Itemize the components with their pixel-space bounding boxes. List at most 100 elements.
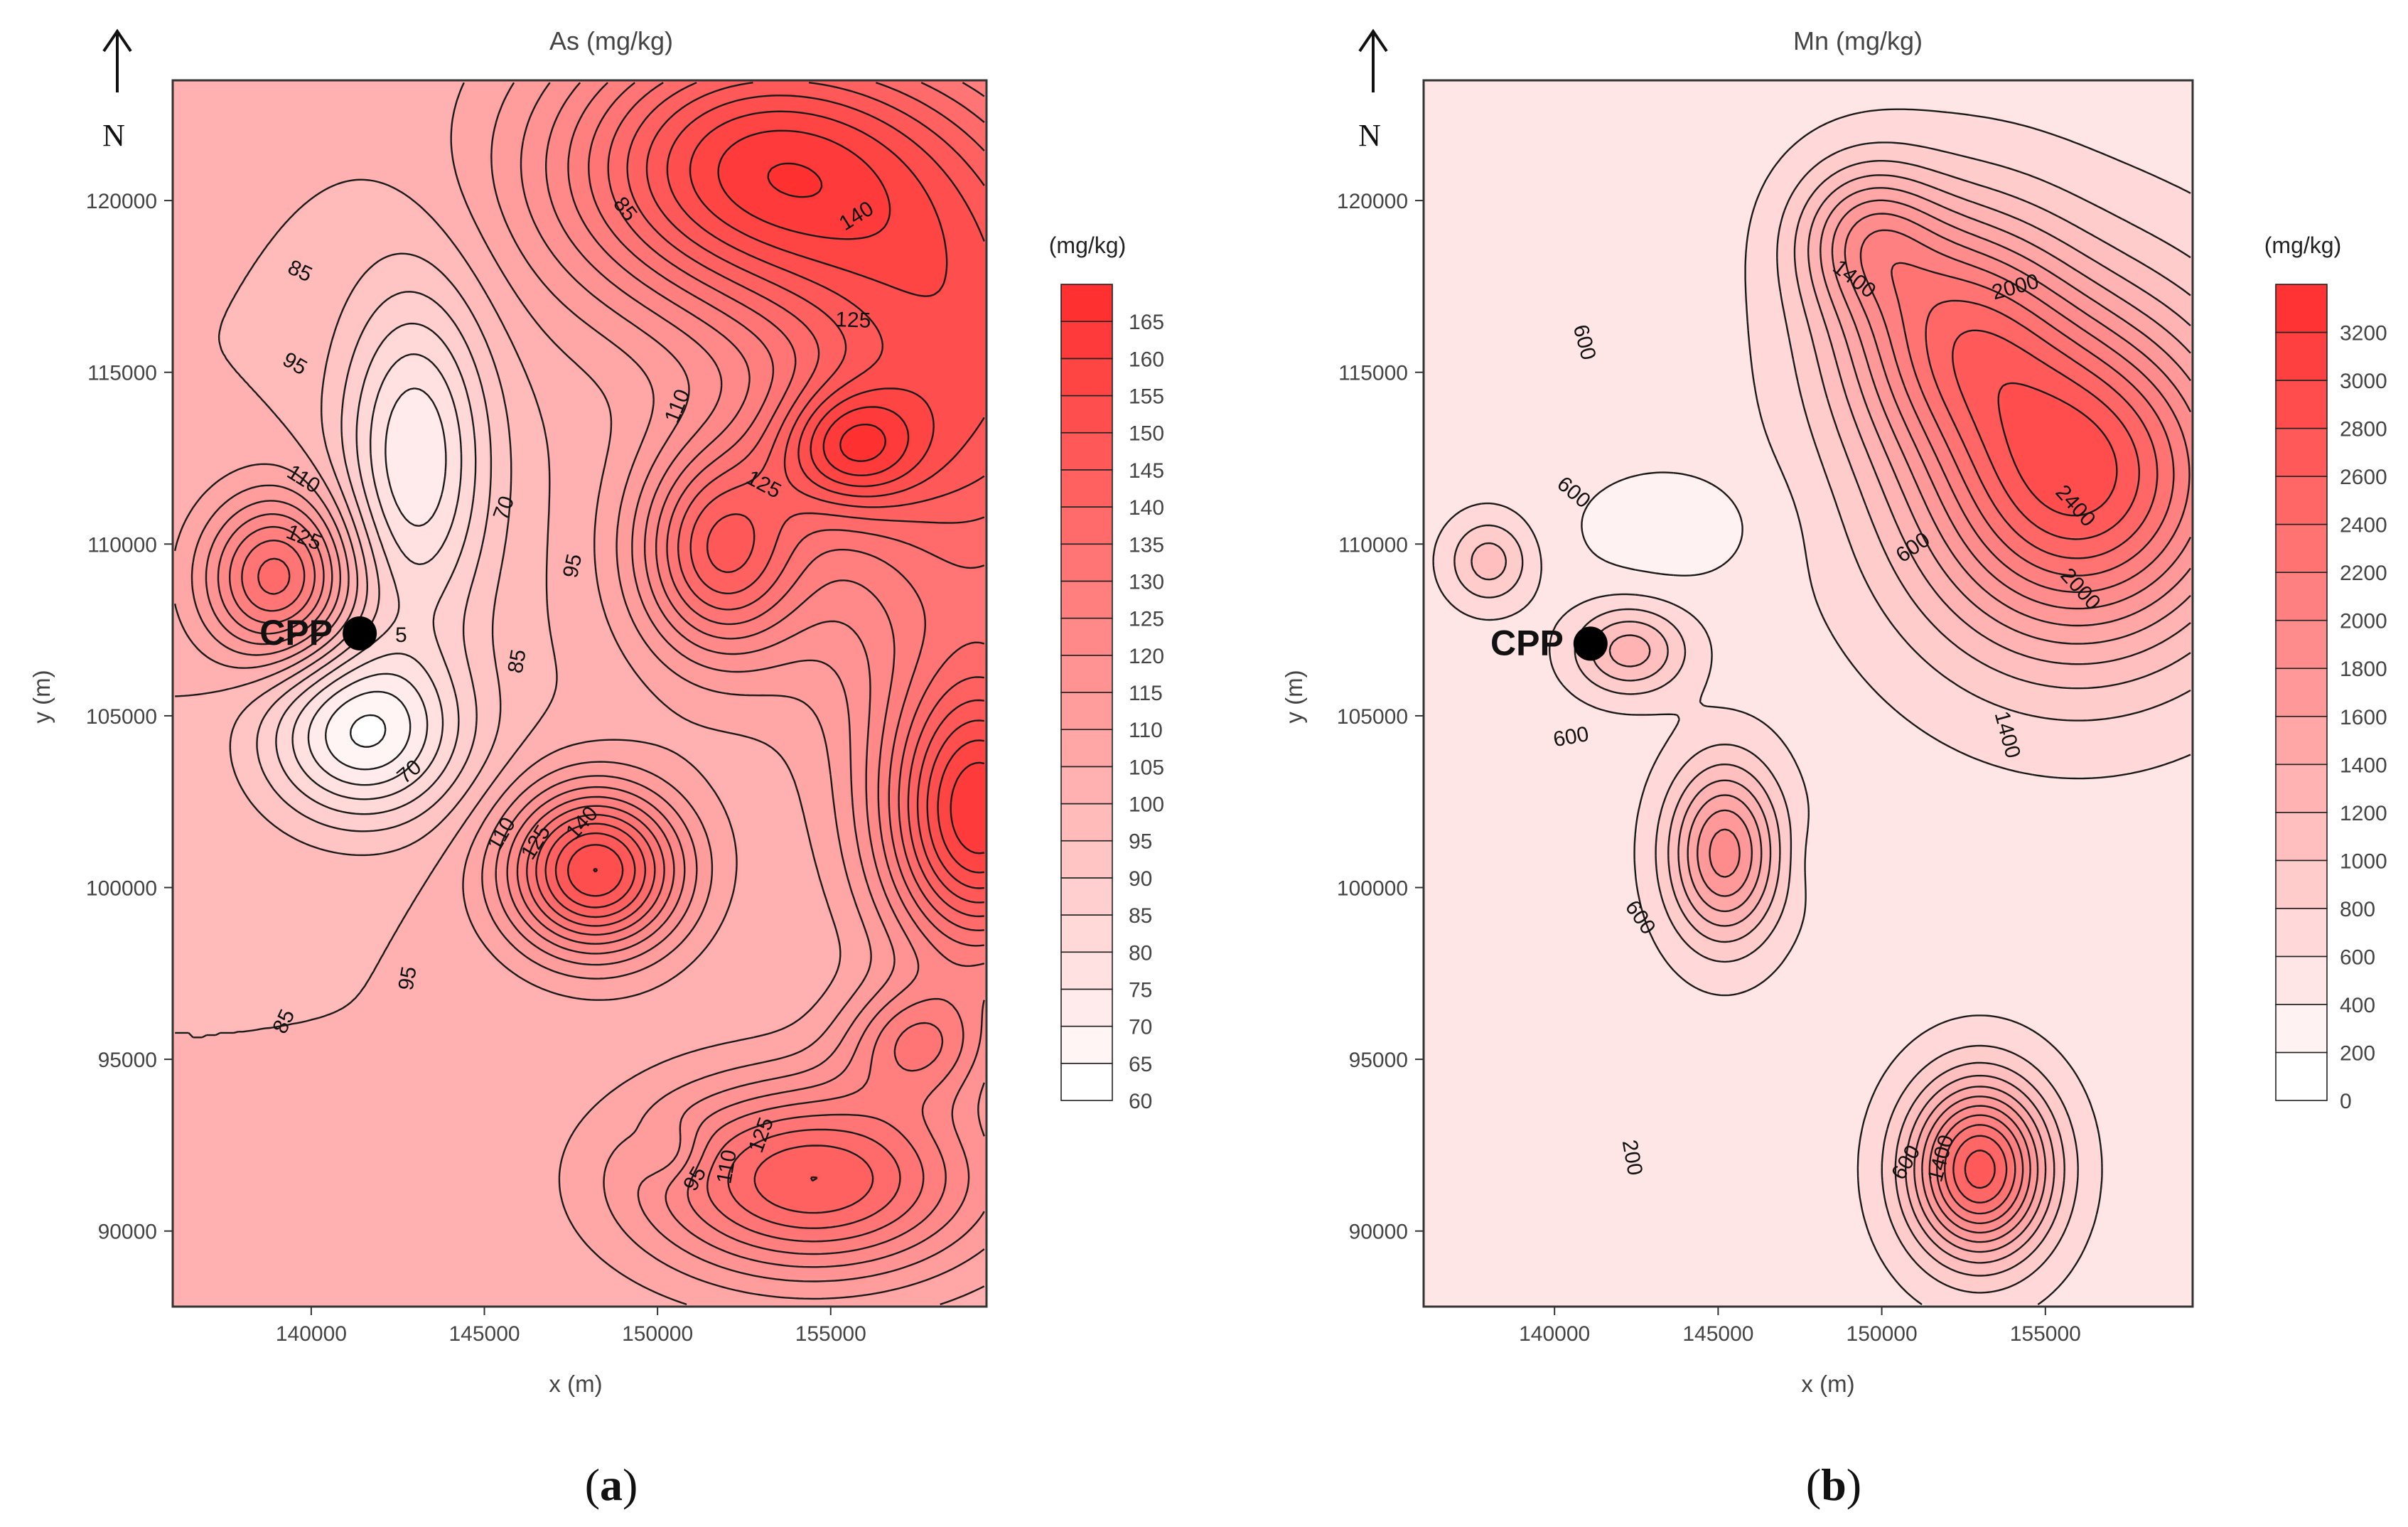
panel-b: Mn (mg/kg) N 140000 145000 150000 155000…	[1281, 26, 2387, 1510]
y-tick-label: 90000	[98, 1221, 157, 1244]
heatmap-field	[1424, 80, 2193, 1307]
legend-tick-label: 400	[2340, 994, 2375, 1017]
legend-tick-label: 160	[1129, 348, 1164, 371]
isoline	[1697, 199, 2191, 1243]
legend-tick-label: 80	[1129, 941, 1152, 965]
legend-swatch	[1060, 321, 1113, 360]
isoline	[275, 322, 477, 815]
x-axis: 140000 145000 150000 155000	[1519, 1307, 2081, 1346]
isoline	[1471, 160, 2191, 1277]
legend-swatch	[1060, 617, 1113, 656]
legend-tick-label: 1600	[2340, 706, 2387, 729]
legend-swatch	[2275, 668, 2328, 717]
legend-swatch	[1060, 284, 1113, 322]
north-arrowhead-icon	[1358, 28, 1388, 53]
y-tick-label: 90000	[1349, 1221, 1408, 1244]
y-axis-label: y (m)	[1281, 670, 1307, 723]
coal-power-plant-marker: CPP	[1490, 623, 1608, 663]
legend-swatch	[1060, 469, 1113, 508]
legend-tick-label: 600	[2340, 945, 2375, 969]
legend-swatch	[1060, 580, 1113, 619]
isoline	[1581, 471, 1743, 577]
legend-swatch	[2275, 572, 2328, 621]
legend-tick-label: 155	[1129, 385, 1164, 409]
legend-swatch	[1060, 432, 1113, 471]
map-frame	[1422, 79, 2194, 1308]
legend-title: (mg/kg)	[1049, 232, 1126, 258]
legend-tick-label: 75	[1129, 978, 1152, 1002]
isoline	[174, 82, 985, 1305]
isoline	[767, 162, 886, 462]
legend-swatch	[1060, 692, 1113, 730]
legend-tick-label: 2800	[2340, 418, 2387, 441]
legend-swatches	[1060, 284, 1113, 1101]
caption-paren: (	[585, 1459, 600, 1510]
y-axis: 90000 95000 100000 105000 110000 115000 …	[1337, 190, 1424, 1244]
isoline	[205, 82, 985, 1282]
isoline	[1687, 187, 2191, 1253]
x-axis-label: x (m)	[1801, 1371, 1854, 1397]
y-axis-label: y (m)	[28, 670, 55, 723]
legend-swatches	[2275, 284, 2328, 1101]
y-tick-label: 105000	[1337, 705, 1408, 729]
legend-tick-label: 1200	[2340, 802, 2387, 825]
contour-label: 95	[559, 552, 586, 580]
legend-tick-label: 120	[1129, 645, 1164, 668]
isoline	[1432, 108, 2191, 1306]
color-legend: (mg/kg) 3200 3000 2800 2600 2400 2200 20…	[2264, 232, 2387, 1113]
y-tick-label: 100000	[1337, 877, 1408, 901]
legend-tick-label: 125	[1129, 608, 1164, 631]
plant-dot-icon	[1573, 626, 1608, 661]
legend-swatch	[1060, 988, 1113, 1027]
legend-tick-label: 2600	[2340, 466, 2387, 489]
legend-swatch	[1060, 395, 1113, 434]
isoline	[567, 95, 985, 897]
north-label: N	[102, 118, 125, 153]
caption-letter: b	[1821, 1459, 1847, 1510]
contour-label: 110	[712, 1148, 741, 1186]
north-arrow: N	[1358, 28, 1388, 153]
legend-title: (mg/kg)	[2264, 232, 2341, 258]
x-tick-label: 150000	[1847, 1322, 1918, 1346]
legend-swatch	[1060, 877, 1113, 916]
isoline	[256, 291, 493, 832]
plant-label: CPP	[1490, 623, 1564, 663]
legend-swatch	[1060, 766, 1113, 805]
north-arrowhead-icon	[102, 28, 132, 53]
legend-swatch	[1060, 655, 1113, 693]
isoline	[257, 82, 985, 1229]
x-tick-label: 145000	[1682, 1322, 1753, 1346]
isoline	[190, 82, 985, 1300]
legend-tick-labels: 165 160 155 150 145 140 135 130 125 120 …	[1129, 311, 1164, 1113]
isoline	[1709, 213, 2192, 1234]
legend-swatch	[2275, 427, 2328, 477]
legend-swatch	[2275, 619, 2328, 670]
contour-label: 125	[835, 308, 871, 333]
contour-map	[1422, 79, 2194, 1308]
legend-swatch	[2275, 764, 2328, 813]
legend-swatch	[2275, 812, 2328, 862]
legend-tick-label: 1400	[2340, 754, 2387, 777]
legend-swatch	[1060, 358, 1113, 397]
panel-caption: (b)	[1806, 1459, 1861, 1510]
legend-swatch	[2275, 955, 2328, 1005]
isoline	[1608, 174, 2191, 1264]
legend-swatch	[2275, 476, 2328, 525]
legend-tick-label: 135	[1129, 533, 1164, 557]
isoline	[241, 82, 985, 1243]
legend-swatch	[2275, 1004, 2328, 1054]
legend-swatch	[2275, 908, 2328, 958]
isoline	[554, 82, 985, 1182]
north-label: N	[1358, 118, 1381, 153]
isoline	[229, 82, 985, 1255]
isoline	[217, 82, 985, 1268]
legend-tick-label: 60	[1129, 1090, 1152, 1113]
legend-swatch	[2275, 380, 2328, 429]
isolines	[1432, 108, 2192, 1306]
x-tick-label: 155000	[2010, 1322, 2081, 1346]
isoline	[1453, 141, 2191, 1294]
x-tick-label: 150000	[622, 1322, 693, 1346]
x-tick-label: 140000	[276, 1322, 347, 1346]
legend-tick-label: 2000	[2340, 610, 2387, 633]
isoline	[1891, 262, 2175, 1215]
